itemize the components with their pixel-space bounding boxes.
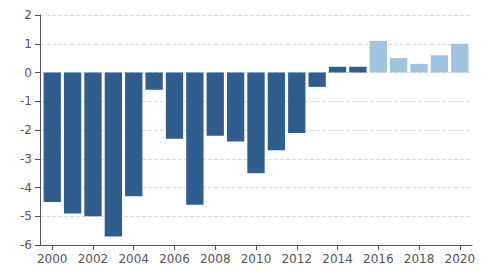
svg-text:2002: 2002 [78,252,109,266]
svg-text:-2: -2 [20,123,32,137]
svg-text:-5: -5 [20,209,32,223]
svg-text:-4: -4 [20,181,32,195]
svg-text:2018: 2018 [404,252,435,266]
svg-text:2014: 2014 [322,252,353,266]
svg-text:2010: 2010 [241,252,272,266]
svg-text:-1: -1 [20,94,32,108]
svg-text:2008: 2008 [200,252,231,266]
svg-text:-6: -6 [20,238,32,252]
svg-text:2004: 2004 [118,252,149,266]
svg-text:2016: 2016 [363,252,394,266]
svg-text:2020: 2020 [445,252,476,266]
svg-text:-3: -3 [20,152,32,166]
svg-text:2012: 2012 [281,252,312,266]
svg-text:2000: 2000 [37,252,68,266]
svg-text:1: 1 [24,37,32,51]
svg-text:2006: 2006 [159,252,190,266]
svg-text:0: 0 [24,66,32,80]
svg-text:2: 2 [24,8,32,22]
